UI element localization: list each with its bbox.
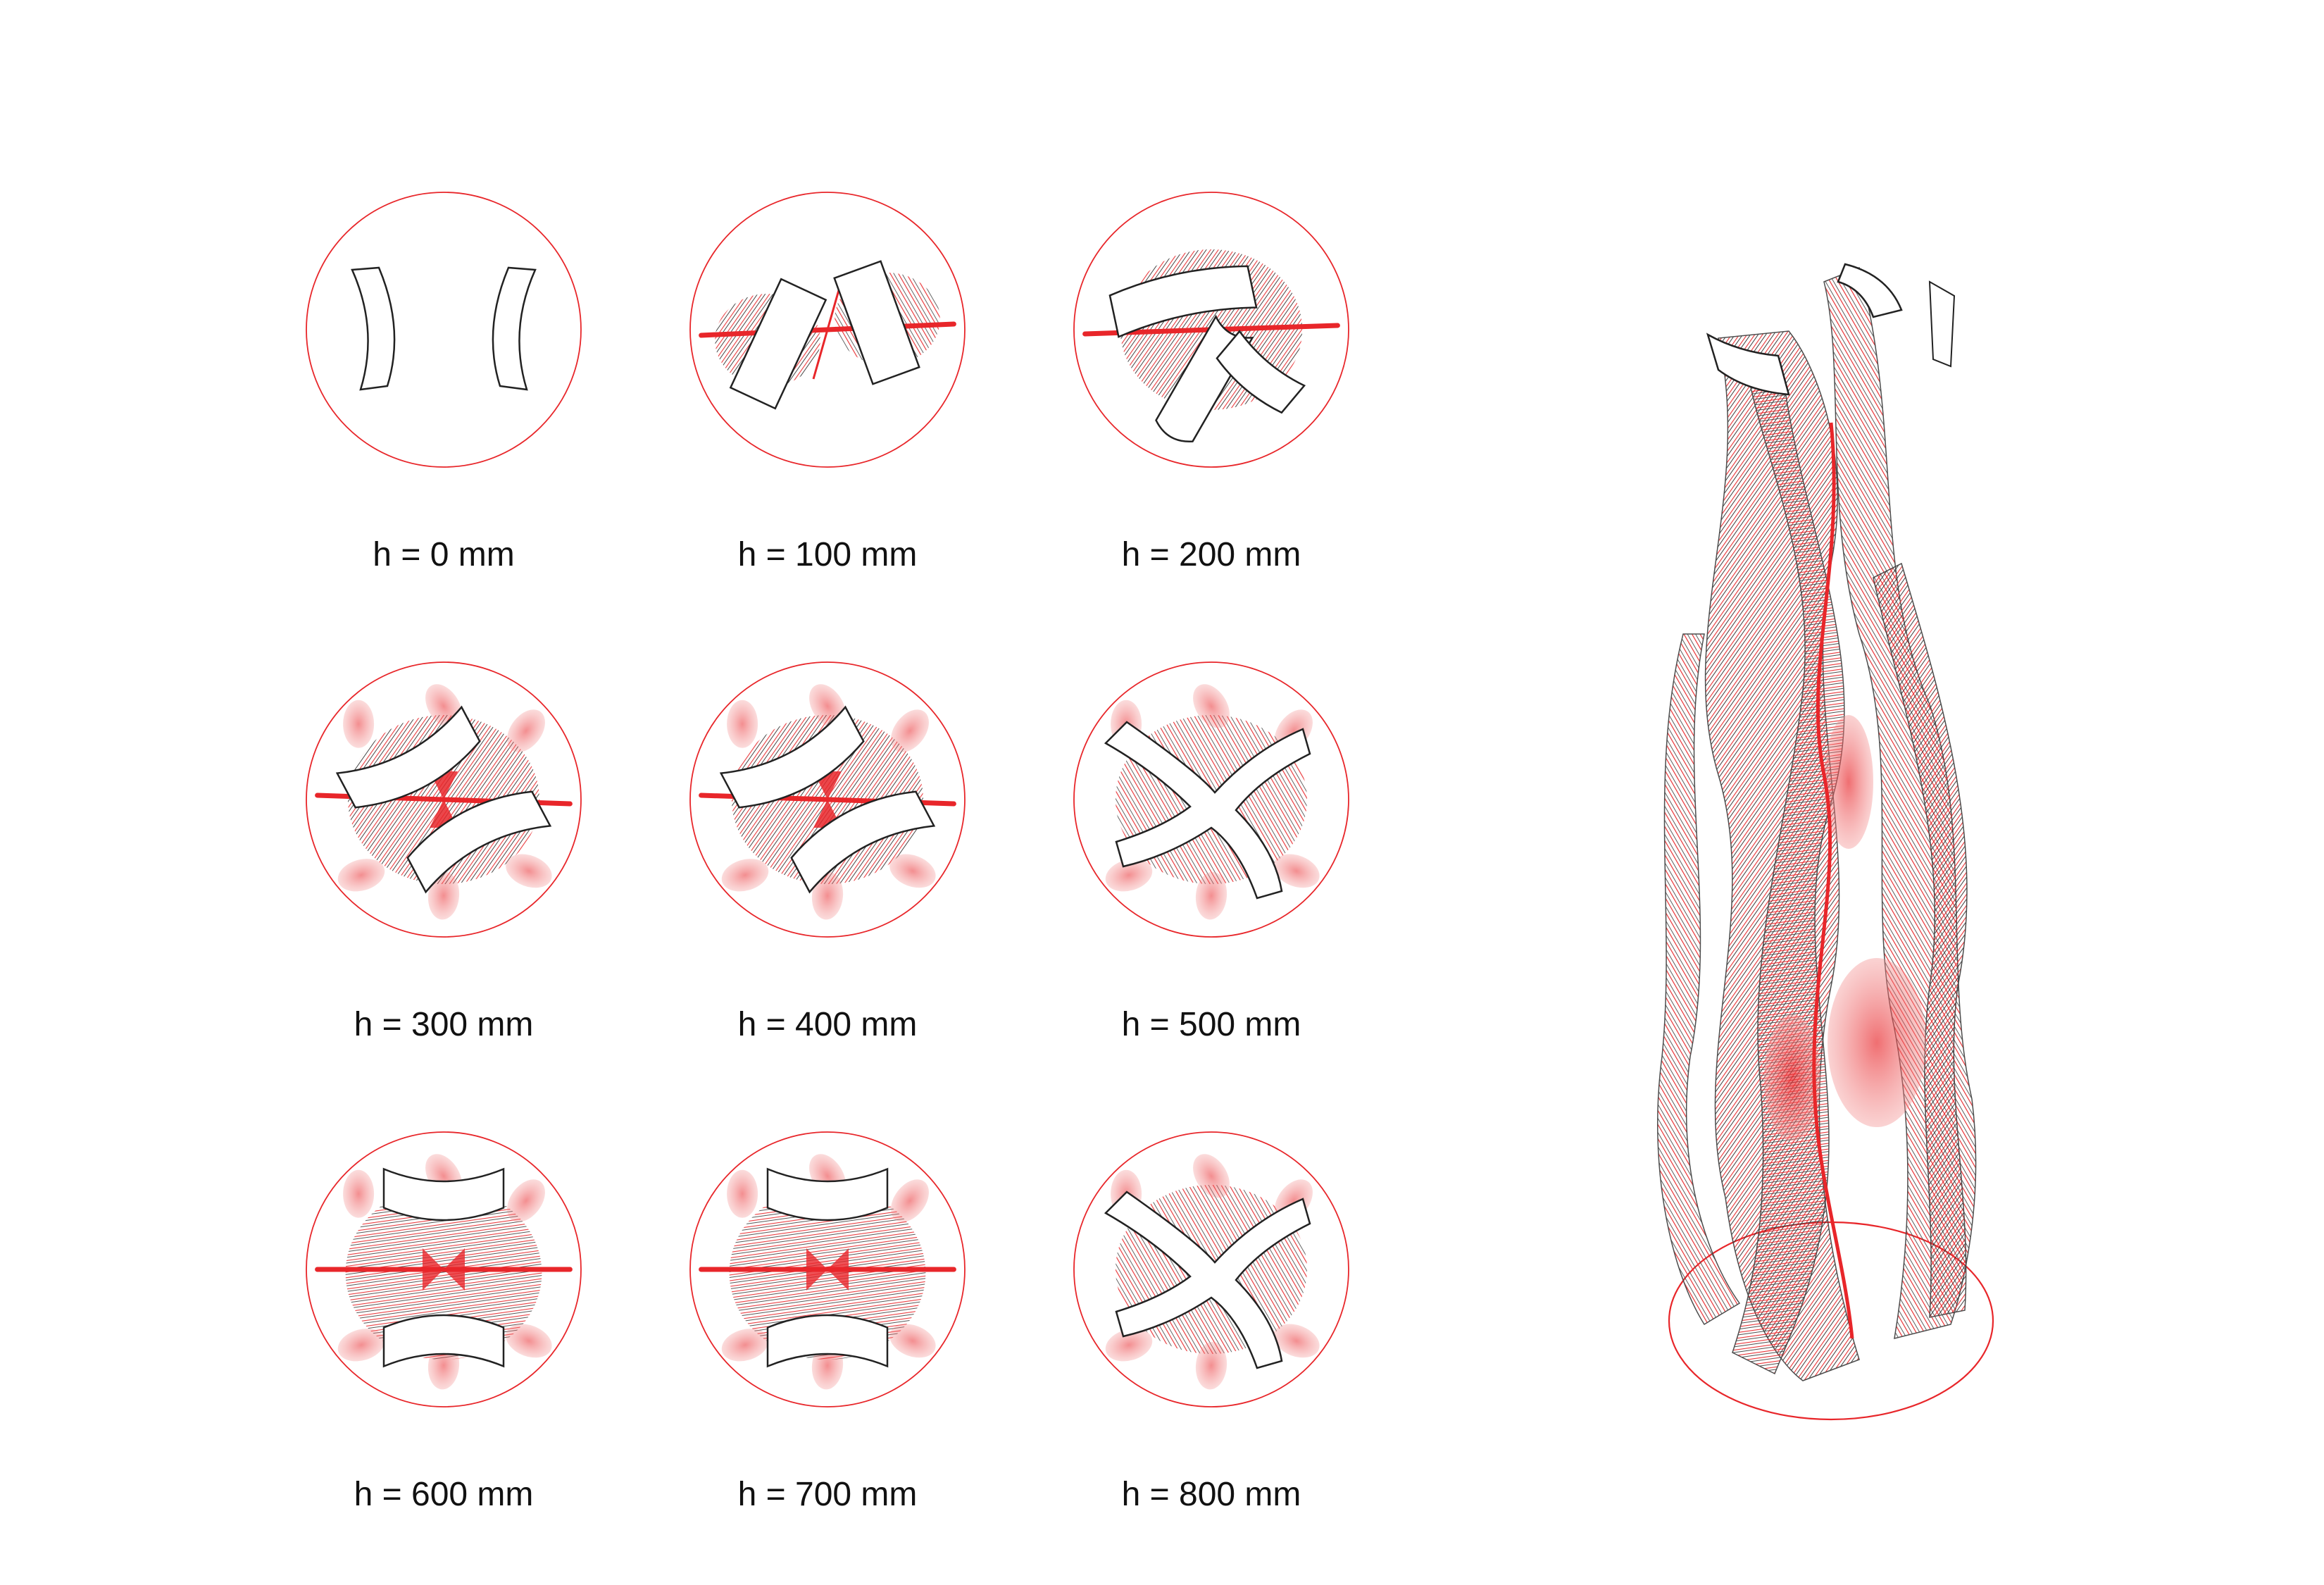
red-petal-mark xyxy=(889,1324,936,1358)
red-node-mark xyxy=(813,771,842,828)
column-petal-mark xyxy=(1828,958,1926,1127)
section-cut-7 xyxy=(689,1131,966,1407)
section-slab xyxy=(335,705,481,809)
red-petal-mark xyxy=(1193,684,1230,728)
red-petal-mark xyxy=(427,871,460,920)
red-petal-mark xyxy=(1193,1154,1230,1198)
red-axis-line xyxy=(812,280,843,380)
red-petal-mark xyxy=(507,709,545,752)
section-slab xyxy=(790,790,936,894)
section-slab xyxy=(351,266,396,391)
section-slab xyxy=(766,1167,889,1222)
red-petal-mark xyxy=(1105,1329,1153,1362)
section-slab xyxy=(382,1167,505,1222)
section-label: h = 0 mm xyxy=(373,536,515,573)
section-slab xyxy=(382,1314,505,1368)
column-top-cap xyxy=(1928,280,1956,368)
section-label: h = 800 mm xyxy=(1121,1476,1301,1513)
column-ribbon xyxy=(1657,633,1741,1326)
red-petal-mark xyxy=(337,859,385,892)
section-cut-5 xyxy=(1073,661,1349,938)
section-slab xyxy=(1104,1191,1311,1369)
section-label: h = 200 mm xyxy=(1121,536,1301,573)
section-slab xyxy=(1104,721,1311,900)
red-petal-mark xyxy=(721,859,769,892)
red-petal-mark xyxy=(343,1169,375,1218)
red-petal-mark xyxy=(1195,871,1227,920)
red-petal-mark xyxy=(1273,854,1320,888)
red-petal-mark xyxy=(891,1179,929,1222)
sections-grid xyxy=(306,192,1349,1407)
red-node-mark xyxy=(423,1248,465,1291)
red-petal-mark xyxy=(507,1179,545,1222)
section-slab xyxy=(406,790,552,894)
section-label: h = 100 mm xyxy=(737,536,918,573)
section-label: h = 700 mm xyxy=(737,1476,918,1513)
section-label: h = 400 mm xyxy=(737,1006,918,1043)
section-cut-1 xyxy=(689,192,966,468)
red-petal-mark xyxy=(343,700,375,748)
section-cut-2 xyxy=(1073,192,1349,468)
section-slab xyxy=(766,1314,889,1368)
red-petal-mark xyxy=(721,1329,769,1362)
section-cut-0 xyxy=(306,192,582,468)
section-cut-6 xyxy=(306,1131,582,1407)
section-slab xyxy=(1216,330,1306,414)
section-slab xyxy=(729,278,827,410)
red-petal-mark xyxy=(891,709,929,752)
column-petal-mark xyxy=(1824,715,1873,849)
red-petal-mark xyxy=(1273,1324,1320,1358)
red-petal-mark xyxy=(1105,859,1153,892)
section-cut-3 xyxy=(306,661,582,938)
column-top-cap xyxy=(1837,263,1903,318)
column-ribbon xyxy=(1873,562,1968,1318)
section-cut-4 xyxy=(689,661,966,938)
red-petal-mark xyxy=(337,1329,385,1362)
section-label: h = 300 mm xyxy=(354,1006,534,1043)
column-petal-mark xyxy=(1764,1014,1820,1141)
twisted-column-perspective xyxy=(1657,263,1994,1421)
red-node-mark xyxy=(806,1248,849,1291)
column-seam-line xyxy=(1812,422,1854,1339)
red-petal-mark xyxy=(1195,1341,1227,1390)
red-petal-mark xyxy=(727,700,758,748)
section-boundary-circle xyxy=(306,192,582,468)
section-slab xyxy=(492,266,537,391)
red-petal-mark xyxy=(506,854,552,888)
red-petal-mark xyxy=(889,854,936,888)
red-petal-mark xyxy=(727,1169,758,1218)
section-slab xyxy=(719,705,865,809)
column-top-cap xyxy=(1706,332,1790,396)
section-label: h = 600 mm xyxy=(354,1476,534,1513)
red-petal-mark xyxy=(811,871,844,920)
section-label: h = 500 mm xyxy=(1121,1006,1301,1043)
red-petal-mark xyxy=(506,1324,552,1358)
red-node-mark xyxy=(430,771,458,828)
section-slab xyxy=(833,260,920,385)
section-slab xyxy=(1108,265,1258,338)
section-cut-8 xyxy=(1073,1131,1349,1407)
